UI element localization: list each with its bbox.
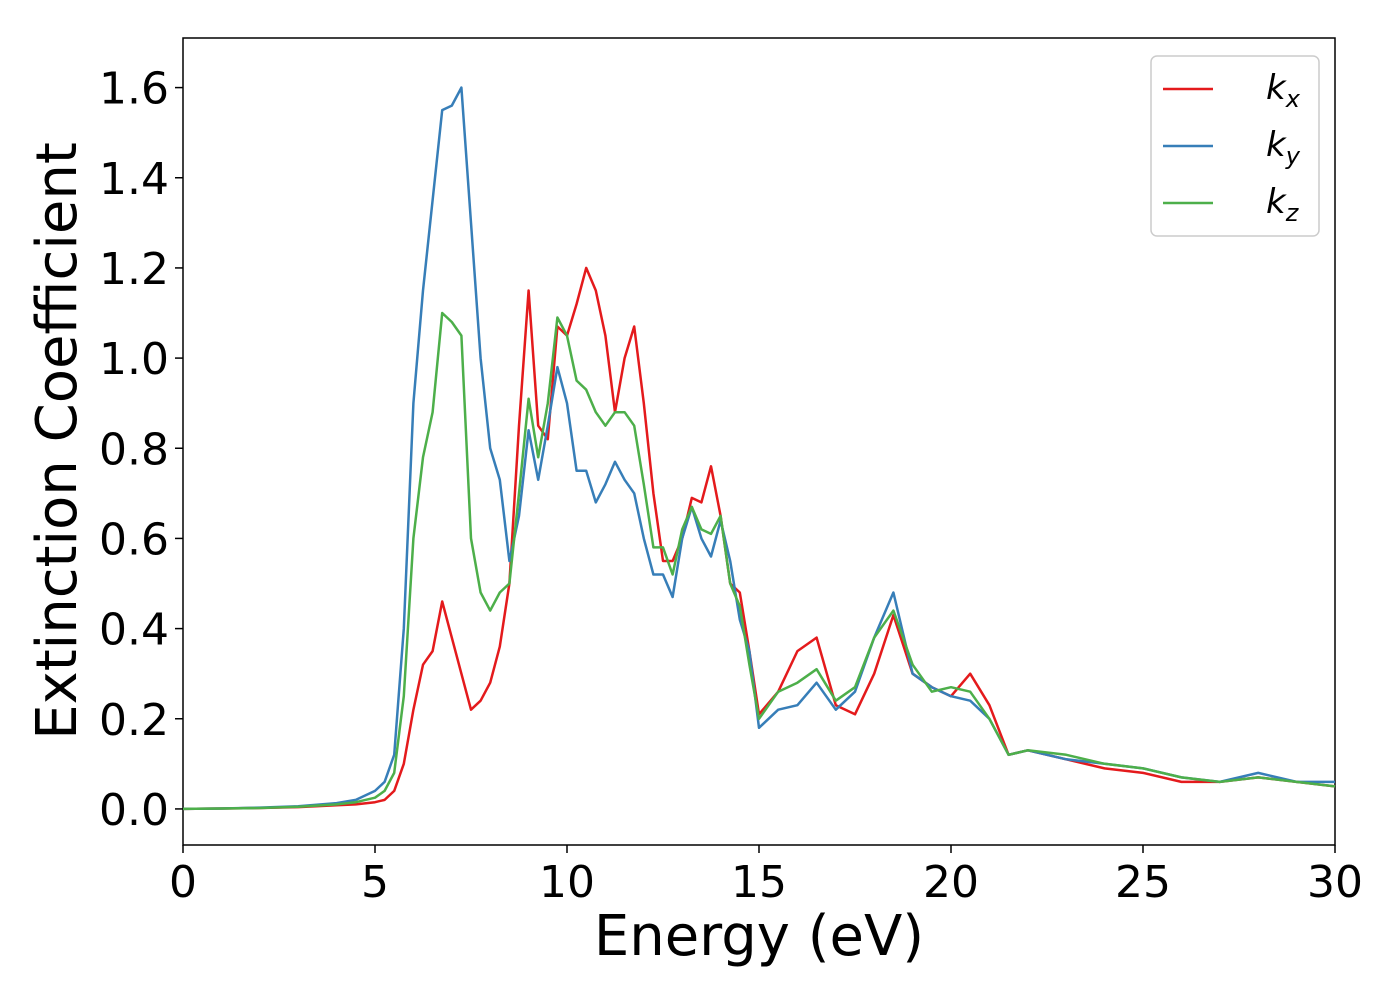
y-tick-label: 1.0 [99, 334, 169, 385]
x-tick-label: 10 [539, 857, 595, 908]
x-tick-label: 15 [731, 857, 787, 908]
y-tick-label: 1.2 [99, 244, 169, 295]
y-tick-label: 0.4 [99, 605, 169, 656]
y-tick-label: 1.6 [99, 64, 169, 115]
y-tick-label: 0.6 [99, 514, 169, 565]
legend-label: kz [1266, 182, 1300, 227]
data-line [182, 311, 1336, 811]
x-axis-label: Energy (eV) [594, 904, 924, 969]
x-tick-label: 20 [923, 857, 979, 908]
y-tick-label: 0.2 [99, 695, 169, 746]
legend-label: kx [1266, 68, 1301, 113]
y-tick-label: 1.4 [99, 154, 169, 205]
data-line [182, 86, 1335, 811]
y-tick-label: 0.8 [99, 424, 169, 475]
legend-box [1150, 55, 1320, 237]
x-tick-label: 5 [361, 857, 389, 908]
y-tick-label: 0.0 [99, 785, 169, 836]
x-tick-label: 30 [1307, 857, 1363, 908]
x-tick-label: 0 [169, 857, 197, 908]
data-line [182, 266, 1336, 811]
x-tick-label: 25 [1115, 857, 1171, 908]
y-axis-label: Extinction Coefficient [25, 142, 90, 740]
legend-label: ky [1266, 125, 1301, 170]
